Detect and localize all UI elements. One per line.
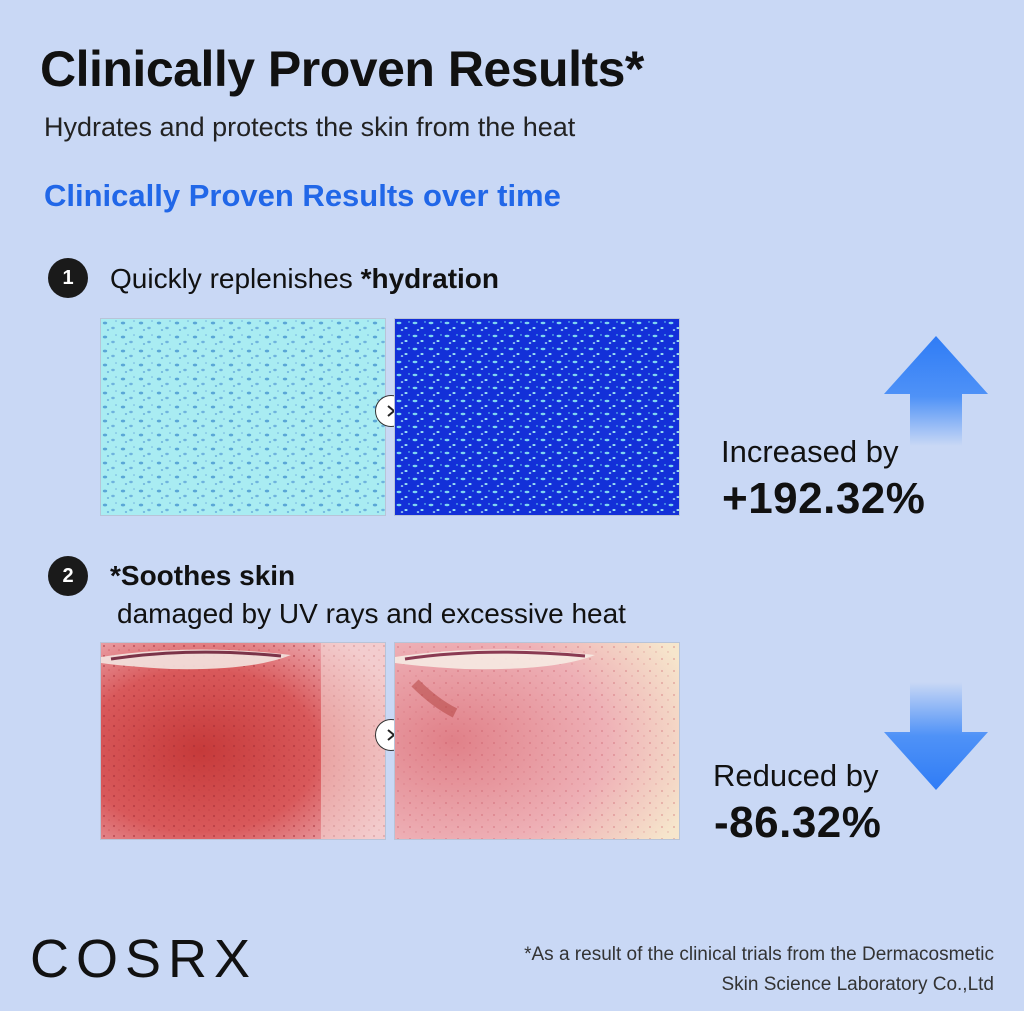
step-2-label-line2: damaged by UV rays and excessive heat (117, 598, 626, 629)
step-2-label-bold: *Soothes skin (110, 560, 295, 592)
step-1-result-value: +192.32% (722, 474, 926, 523)
footnote-line-1: *As a result of the clinical trials from… (524, 944, 994, 965)
arrow-up-icon (882, 336, 990, 451)
step-1-label: Quickly replenishes *hydration (110, 263, 499, 295)
arrow-down-icon (882, 682, 990, 795)
step-2-label-bold-text: *Soothes skin (110, 560, 296, 591)
soothing-before-image (100, 642, 386, 840)
section-heading: Clinically Proven Results over time (44, 178, 561, 213)
hydration-after-image (394, 318, 680, 516)
brand-logo: COSRX (30, 929, 258, 989)
footnote-line-2: Skin Science Laboratory Co.,Ltd (721, 974, 995, 995)
step-2-result-label: Reduced by (713, 758, 879, 793)
hydration-before-image (100, 318, 386, 516)
page-title: Clinically Proven Results* (40, 41, 644, 97)
soothing-after-image (394, 642, 680, 840)
step-1-label-bold: *hydration (360, 263, 500, 294)
step-1-label-plain: Quickly replenishes (110, 263, 361, 294)
step-1-result-label: Increased by (721, 434, 899, 469)
step-2-badge: 2 (48, 556, 88, 596)
step-1-badge: 1 (48, 258, 88, 298)
footnote: *As a result of the clinical trials from… (524, 940, 994, 1000)
page-subtitle: Hydrates and protects the skin from the … (44, 112, 576, 142)
step-2-result-value: -86.32% (714, 798, 882, 847)
